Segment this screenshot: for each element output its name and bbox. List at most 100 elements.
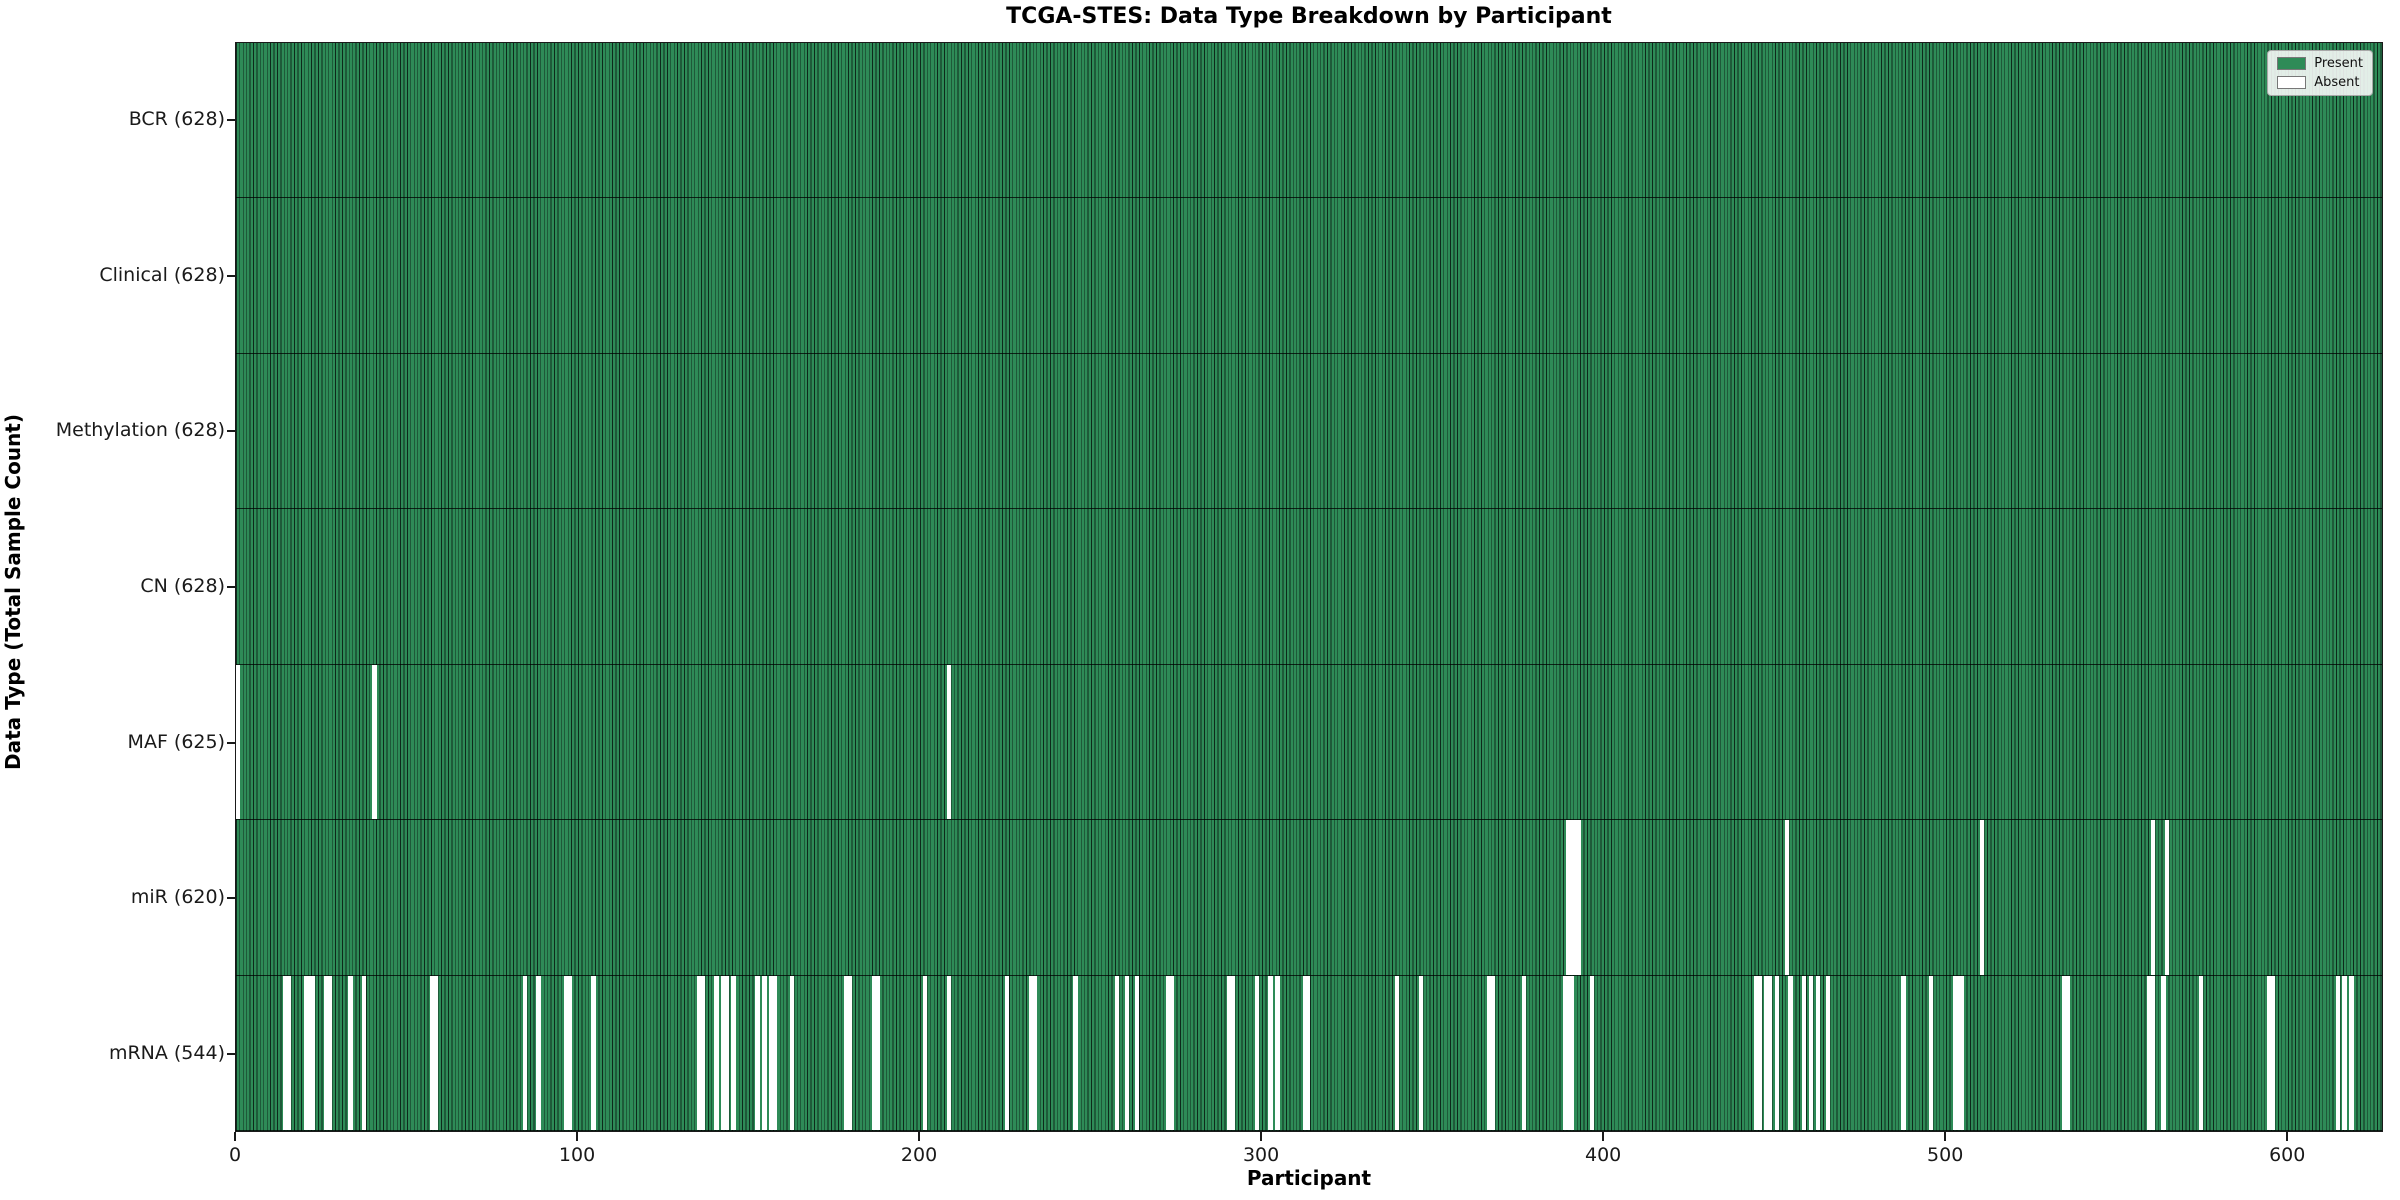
absent-gap: [1490, 975, 1496, 1130]
absent-gap: [2335, 975, 2341, 1130]
row-clinical: [236, 198, 2382, 354]
y-tick-label: MAF (625): [127, 730, 225, 753]
absent-gap: [700, 975, 706, 1130]
x-tick-label: 0: [228, 1144, 242, 1166]
absent-gap: [1562, 975, 1567, 1130]
absent-gap: [563, 975, 569, 1130]
legend: Present Absent: [2267, 50, 2373, 96]
x-tick-mark: [1602, 1132, 1605, 1141]
y-tick-mark: [227, 118, 235, 121]
absent-gap: [1418, 975, 1424, 1130]
absent-gap: [1767, 975, 1773, 1130]
absent-gap: [1774, 975, 1780, 1130]
absent-gap: [871, 975, 877, 1130]
absent-gap: [1073, 975, 1078, 1130]
chart-title: TCGA-STES: Data Type Breakdown by Partic…: [1006, 4, 1612, 29]
absent-gap: [1808, 975, 1814, 1130]
absent-gap: [1566, 820, 1571, 975]
x-tick-mark: [576, 1132, 579, 1141]
absent-gap: [847, 975, 853, 1130]
absent-gap: [1569, 820, 1574, 975]
absent-gap: [1959, 975, 1964, 1130]
absent-gap: [327, 975, 333, 1130]
absent-gap: [536, 975, 541, 1130]
absent-gap: [1589, 975, 1595, 1130]
y-tick-label: mRNA (544): [108, 1042, 225, 1065]
absent-gap: [307, 975, 312, 1130]
absent-gap: [1979, 820, 1985, 975]
absent-gap: [1275, 975, 1280, 1130]
absent-gap: [283, 975, 288, 1130]
absent-gap: [1576, 820, 1581, 975]
absent-gap: [1788, 975, 1793, 1130]
absent-gap: [731, 975, 736, 1130]
row-mir: [236, 820, 2382, 976]
absent-gap: [875, 975, 880, 1130]
legend-item-absent: Absent: [2277, 75, 2363, 90]
plot-area: Present Absent: [235, 42, 2383, 1132]
absent-gap: [303, 975, 309, 1130]
absent-gap: [1784, 820, 1790, 975]
y-tick-label: CN (628): [140, 575, 225, 597]
row-maf: [235, 664, 2382, 821]
x-tick-label: 600: [2269, 1144, 2306, 1166]
absent-gap: [1302, 975, 1308, 1130]
absent-gap: [1254, 975, 1260, 1130]
absent-gap: [1825, 975, 1831, 1130]
y-tick-mark: [227, 430, 235, 433]
absent-gap: [2061, 975, 2067, 1130]
x-tick-mark: [1944, 1132, 1947, 1141]
absent-gap: [772, 975, 777, 1130]
y-tick-mark: [227, 586, 235, 588]
absent-gap: [286, 975, 292, 1130]
x-axis-label: Participant: [1246, 1166, 1372, 1190]
y-tick-mark: [227, 1053, 235, 1056]
absent-gap: [789, 975, 794, 1130]
row-cn: [236, 509, 2382, 665]
absent-gap: [1955, 975, 1961, 1130]
x-tick-mark: [234, 1132, 236, 1141]
x-tick-mark: [918, 1132, 921, 1141]
x-tick-label: 200: [900, 1144, 938, 1166]
legend-label-present: Present: [2314, 56, 2363, 71]
absent-gap: [697, 975, 702, 1130]
x-tick-label: 500: [1927, 1144, 1964, 1166]
absent-gap: [755, 975, 760, 1130]
absent-gap: [1952, 975, 1957, 1130]
absent-gap: [769, 975, 774, 1130]
absent-gap: [721, 975, 726, 1130]
absent-gap: [235, 664, 240, 820]
row-mrna: [236, 975, 2382, 1131]
absent-gap: [2150, 975, 2156, 1130]
absent-gap: [567, 975, 572, 1130]
absent-gap: [1928, 975, 1933, 1130]
absent-gap: [1815, 975, 1821, 1130]
x-tick-mark: [2286, 1132, 2289, 1141]
absent-gap: [310, 975, 316, 1130]
absent-gap: [2065, 975, 2070, 1130]
absent-gap: [1757, 975, 1762, 1130]
absent-gap: [1227, 975, 1232, 1130]
absent-gap: [2161, 975, 2166, 1130]
absent-gap: [714, 975, 719, 1130]
absent-gap: [1569, 975, 1574, 1130]
absent-gap: [1169, 975, 1174, 1130]
y-tick-mark: [227, 897, 235, 900]
x-tick-label: 300: [1242, 1144, 1280, 1166]
absent-gap: [946, 975, 952, 1130]
absent-gap: [372, 664, 377, 820]
absent-gap: [1114, 975, 1119, 1130]
legend-item-present: Present: [2277, 56, 2363, 71]
absent-gap: [1005, 975, 1010, 1130]
y-tick-label: BCR (628): [128, 107, 225, 130]
x-tick-mark: [1260, 1132, 1263, 1141]
absent-swatch: [2277, 76, 2307, 89]
absent-gap: [1306, 975, 1311, 1130]
absent-gap: [922, 975, 928, 1130]
absent-gap: [1165, 975, 1171, 1130]
absent-gap: [1395, 975, 1400, 1130]
absent-gap: [2267, 975, 2272, 1130]
row-methylation: [236, 354, 2382, 510]
x-tick-label: 400: [1585, 1144, 1622, 1166]
absent-gap: [1268, 975, 1273, 1130]
